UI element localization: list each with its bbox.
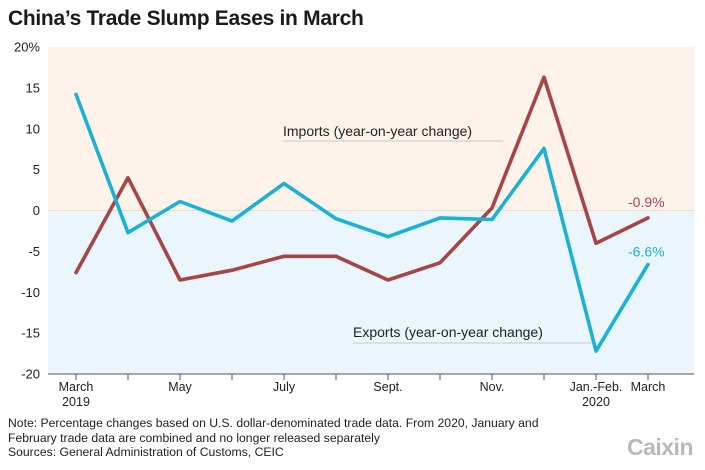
note-line-2: February trade data are combined and no … <box>8 430 380 445</box>
y-tick-label: -15 <box>21 326 40 341</box>
imports-series-label: Imports (year-on-year change) <box>283 123 472 139</box>
exports-end-label: -6.6% <box>628 243 665 259</box>
note-line-1: Note: Percentage changes based on U.S. d… <box>8 416 539 430</box>
y-tick-label: 15 <box>26 80 40 95</box>
y-tick-label: -5 <box>28 244 40 259</box>
chart-note: Note: Percentage changes based on U.S. d… <box>8 416 648 460</box>
sources-line: Sources: General Administration of Custo… <box>8 445 284 460</box>
imports-line <box>74 75 650 282</box>
x-tick-label: March 2019 <box>59 380 94 409</box>
y-tick-label: 5 <box>33 162 40 177</box>
positive-band <box>48 47 694 211</box>
y-tick-label: -20 <box>21 367 40 382</box>
series-labels: Imports (year-on-year change) Exports (ye… <box>283 123 665 344</box>
x-tick-label: May <box>168 380 192 394</box>
y-axis: 20% 15 10 5 0 -5 -10 -15 -20 <box>14 40 40 382</box>
y-tick-label: 0 <box>33 203 40 218</box>
exports-line <box>74 92 650 353</box>
y-tick-label: 10 <box>26 121 40 136</box>
x-tick-label: July <box>273 380 296 394</box>
exports-series-label: Exports (year-on-year change) <box>353 324 543 340</box>
x-tick-label: Sept. <box>373 380 402 394</box>
x-axis: March 2019 May July Sept. Nov. Jan.-Feb. 2020 Ma… <box>59 374 666 409</box>
y-tick-label: -10 <box>21 285 40 300</box>
y-tick-label: 20% <box>14 40 40 55</box>
x-tick-label: Nov. <box>480 380 505 394</box>
series-layer <box>74 75 650 353</box>
x-tick-label: March <box>631 380 666 394</box>
chart-title: China’s Trade Slump Eases in March <box>8 7 364 30</box>
caixin-logo: Caixin <box>626 434 694 460</box>
negative-band <box>48 210 694 374</box>
x-tick-label: Jan.-Feb. 2020 <box>570 380 623 409</box>
imports-end-label: -0.9% <box>628 194 665 210</box>
